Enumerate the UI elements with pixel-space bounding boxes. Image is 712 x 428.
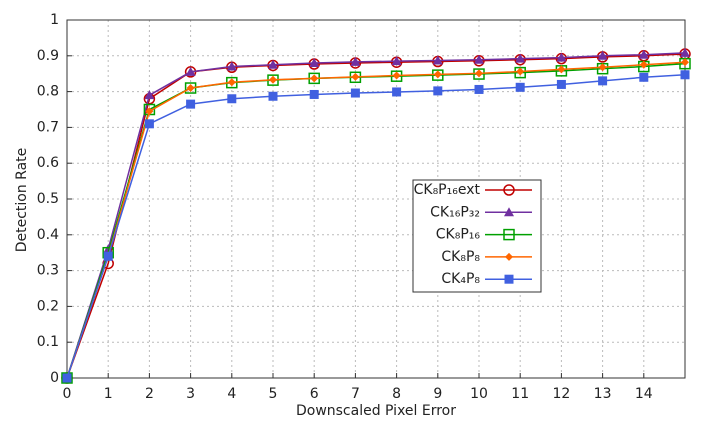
marker <box>598 63 607 72</box>
marker <box>597 50 608 60</box>
marker <box>504 207 514 217</box>
marker <box>474 54 484 64</box>
marker <box>62 373 72 383</box>
marker <box>598 76 608 86</box>
legend-label: CK₄P₈ <box>441 271 480 287</box>
marker <box>227 78 236 87</box>
x-tick-label: 3 <box>186 386 195 402</box>
legend-box <box>412 179 542 293</box>
x-tick-label: 14 <box>635 386 653 402</box>
x-tick-label: 5 <box>269 386 278 402</box>
legend-label: CK₈P₁₆ext <box>414 182 481 198</box>
legend-label: CK₁₆P₃₂ <box>430 204 480 220</box>
marker <box>503 184 515 196</box>
series-line <box>66 53 686 379</box>
marker <box>144 119 154 129</box>
y-tick-label: 0.2 <box>37 298 59 314</box>
marker <box>474 84 484 94</box>
marker <box>351 72 360 81</box>
x-axis-title: Downscaled Pixel Error <box>296 403 456 419</box>
marker <box>227 94 237 104</box>
marker <box>433 86 443 96</box>
x-tick-label: 9 <box>433 386 442 402</box>
y-tick-label: 0.6 <box>37 155 59 171</box>
marker <box>433 70 442 79</box>
y-axis-title: Detection Rate <box>14 148 30 253</box>
y-tick-label: 0.1 <box>37 334 59 350</box>
marker <box>432 55 443 65</box>
marker <box>269 75 277 84</box>
legend-label: CK₈P₁₆ <box>436 227 481 243</box>
legend-label: CK₈P₈ <box>441 249 480 265</box>
marker <box>310 74 319 83</box>
y-tick-label: 0 <box>50 370 59 386</box>
marker <box>638 49 649 59</box>
series-line <box>66 52 686 379</box>
x-tick-label: 10 <box>470 386 488 402</box>
marker <box>505 252 513 261</box>
marker <box>680 47 690 57</box>
marker <box>503 228 515 241</box>
x-tick-label: 8 <box>392 386 401 402</box>
marker <box>186 99 196 109</box>
marker <box>515 82 525 92</box>
marker <box>309 89 319 99</box>
marker <box>145 107 154 116</box>
plot-frame <box>66 19 686 379</box>
x-tick-label: 0 <box>63 386 72 402</box>
marker <box>103 251 113 261</box>
y-tick-label: 0.4 <box>37 227 59 243</box>
marker <box>186 84 195 93</box>
marker <box>185 66 196 76</box>
marker <box>226 61 237 71</box>
y-tick-label: 0.7 <box>37 119 59 135</box>
marker <box>639 72 649 82</box>
marker <box>639 60 648 69</box>
legend: CK₈P₁₆ext CK₁₆P₃₂ CK₈P₁₆ CK₈P₈ CK₄P₈ <box>412 179 542 293</box>
marker <box>268 91 278 101</box>
marker <box>144 90 155 100</box>
y-tick-label: 1 <box>50 12 59 28</box>
y-tick-label: 0.8 <box>37 84 59 100</box>
marker <box>556 52 567 62</box>
series-line <box>66 62 686 379</box>
marker <box>504 274 514 284</box>
y-tick-label: 0.3 <box>37 263 59 279</box>
marker <box>309 57 320 67</box>
marker <box>515 53 526 63</box>
marker <box>392 87 402 97</box>
x-tick-label: 1 <box>104 386 113 402</box>
marker <box>350 88 360 98</box>
marker <box>557 65 566 74</box>
marker <box>516 67 525 76</box>
marker <box>350 56 361 66</box>
marker <box>681 58 689 67</box>
marker <box>680 70 690 80</box>
y-tick-label: 0.5 <box>37 191 59 207</box>
x-tick-label: 13 <box>594 386 612 402</box>
marker <box>392 71 401 80</box>
x-tick-label: 7 <box>351 386 360 402</box>
marker <box>61 372 73 384</box>
x-tick-label: 2 <box>145 386 154 402</box>
y-tick-label: 0.9 <box>37 48 59 64</box>
marker <box>268 59 278 69</box>
x-tick-label: 12 <box>552 386 570 402</box>
marker <box>475 69 483 78</box>
x-tick-label: 6 <box>310 386 319 402</box>
x-tick-label: 11 <box>511 386 529 402</box>
marker <box>556 79 566 89</box>
series-line <box>66 61 686 379</box>
series-line <box>66 74 686 379</box>
marker <box>103 244 114 254</box>
x-tick-label: 4 <box>227 386 236 402</box>
marker <box>391 56 402 66</box>
